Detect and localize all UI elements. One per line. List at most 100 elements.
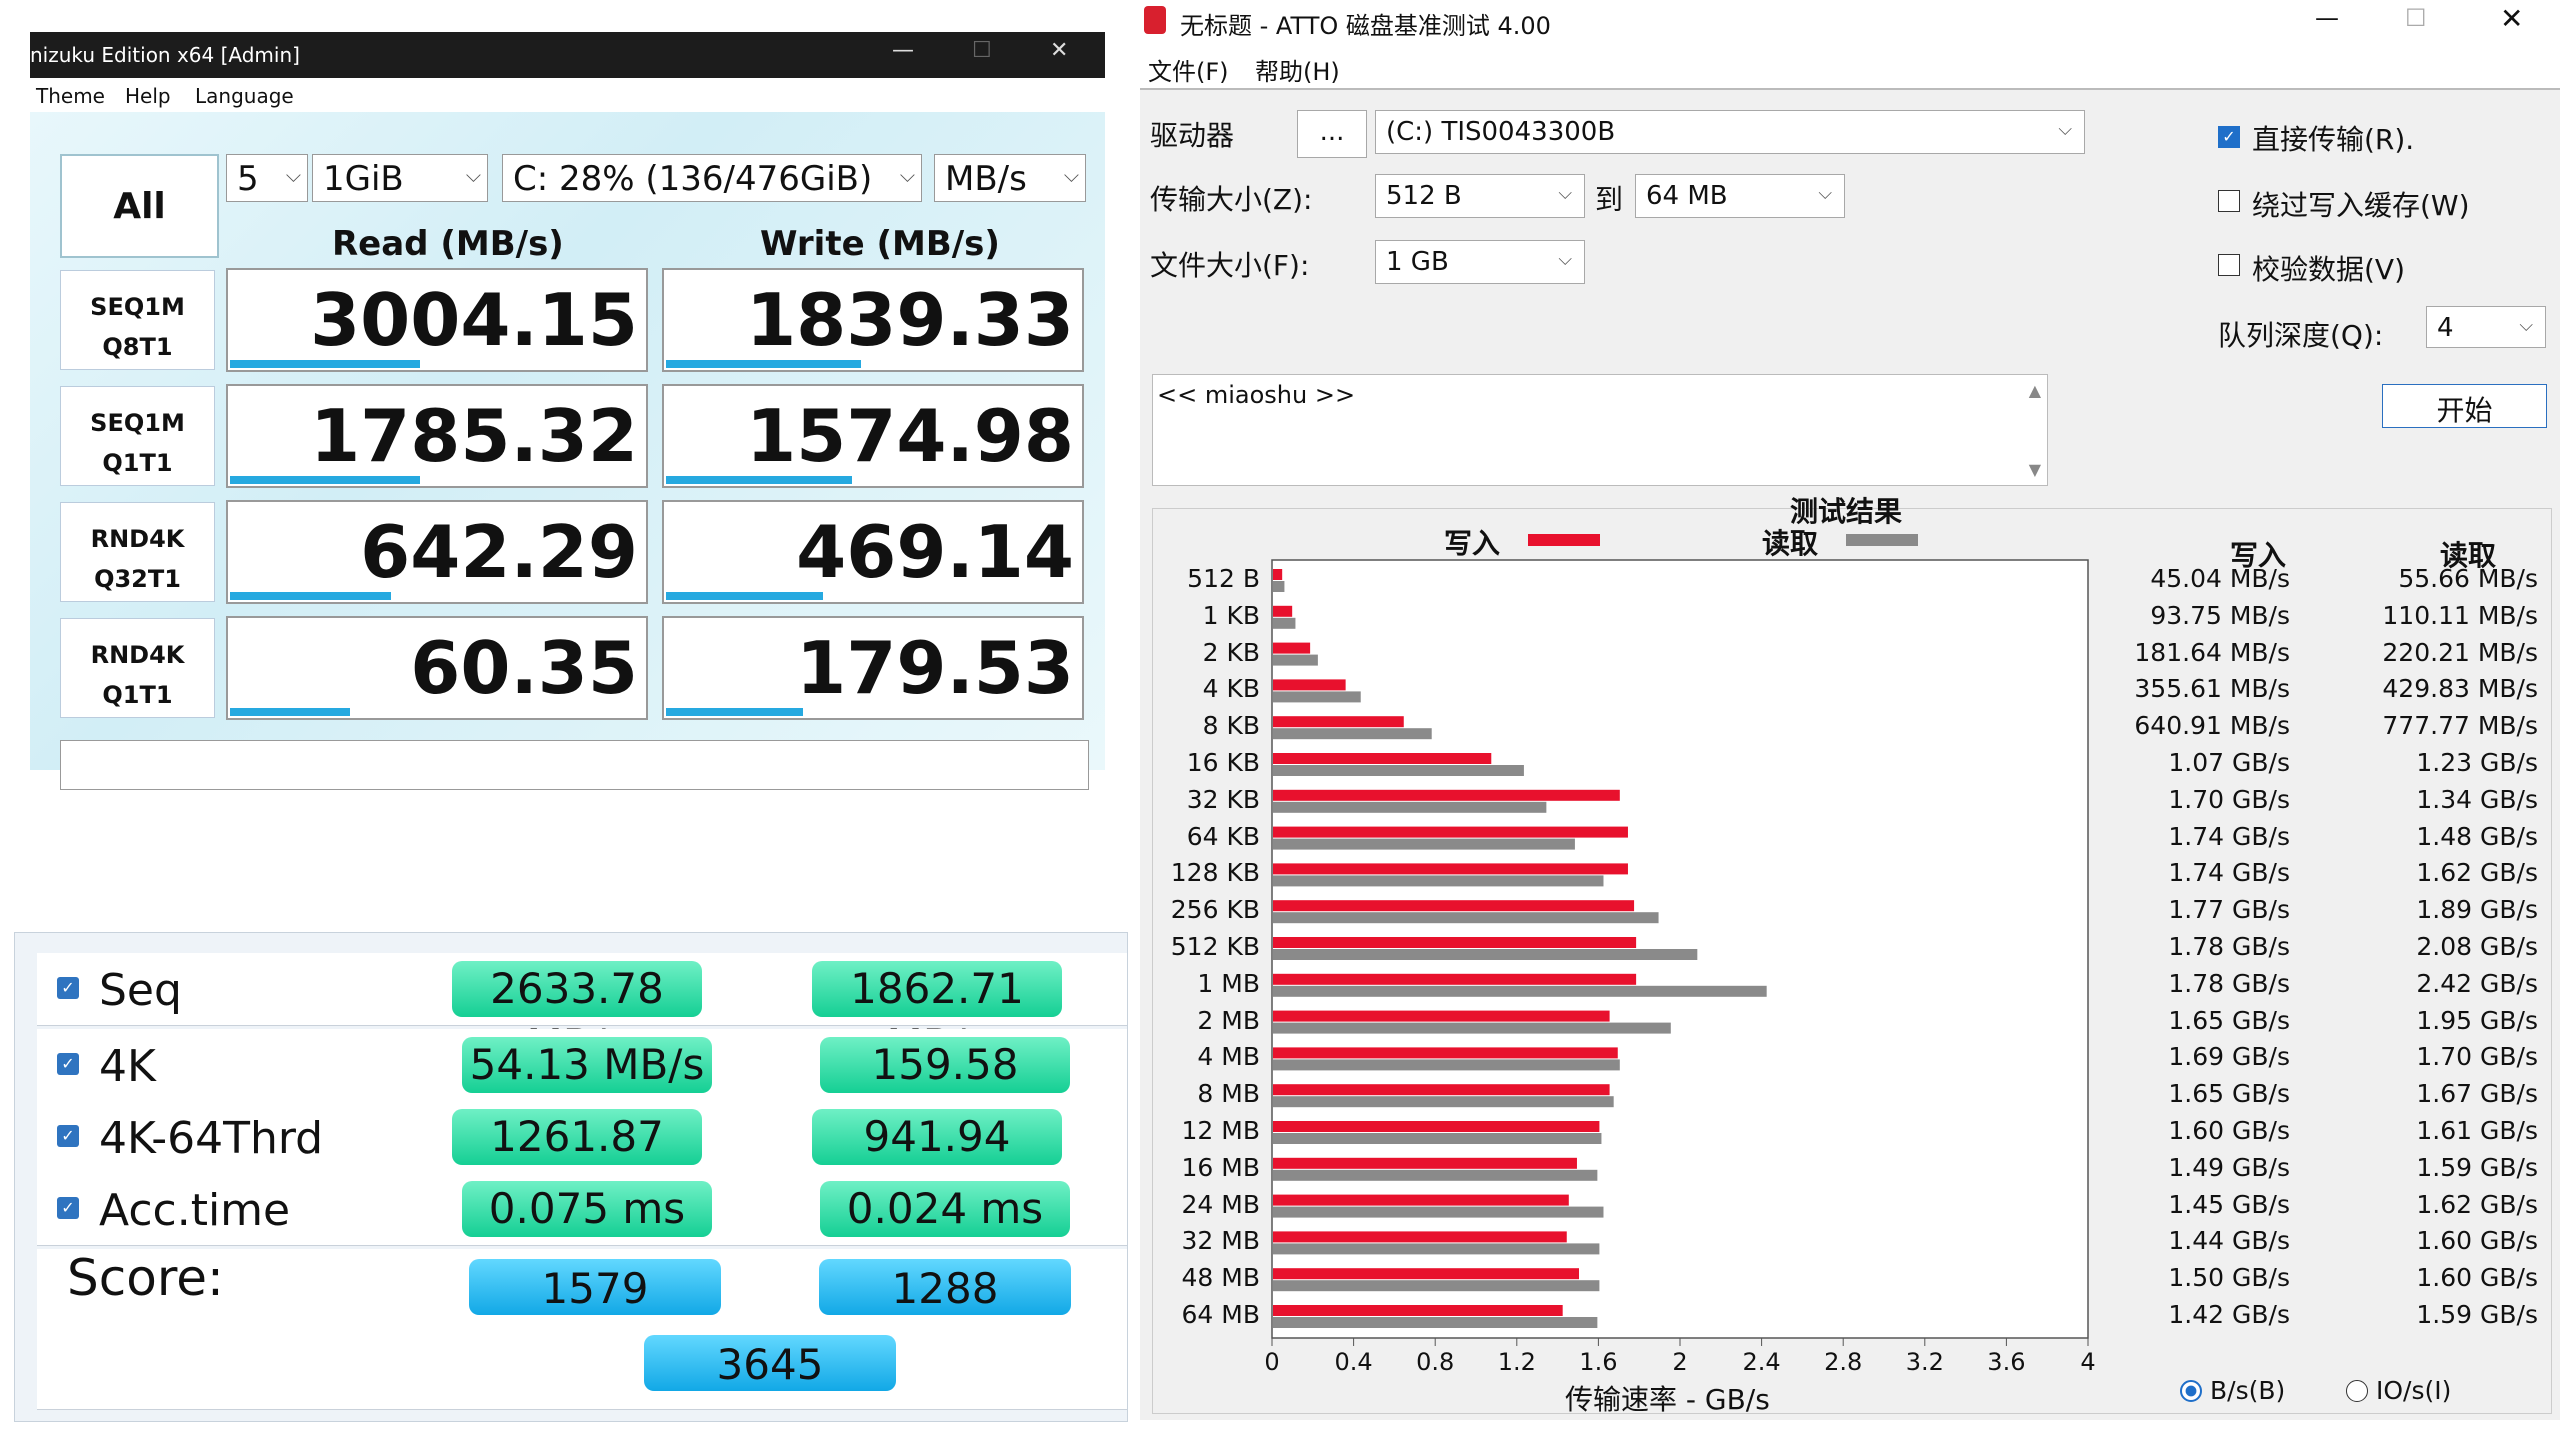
read-rate-value: 777.77 MB/s [2382, 711, 2538, 741]
asssd-row-acc-time: ✓ Acc.time 0.075 ms 0.024 ms [37, 1173, 1127, 1246]
minimize-icon[interactable]: — [892, 38, 914, 63]
chevron-down-icon: ⌵ [899, 163, 915, 187]
description-textarea[interactable]: << miaoshu >> ▲ ▼ [1152, 374, 2048, 486]
row-label: SEQ1M [90, 409, 185, 437]
menu-file[interactable]: 文件(F) [1148, 58, 1229, 86]
test-rnd4k-q32t1-button[interactable]: RND4K Q32T1 [60, 502, 215, 602]
comment-field[interactable] [60, 740, 1089, 790]
asssd-score-row: Score: 1579 1288 3645 [37, 1249, 1127, 1410]
write-bar [666, 708, 803, 716]
file-size-value: 1 GB [1386, 247, 1449, 277]
close-icon[interactable]: ✕ [1050, 38, 1069, 63]
chevron-down-icon: ⌵ [465, 163, 481, 187]
read-bar [1273, 838, 1575, 850]
y-tick-label: 64 MB [1181, 1300, 1260, 1329]
count-select[interactable]: 5 ⌵ [226, 154, 308, 202]
size-select[interactable]: 1GiB ⌵ [312, 154, 488, 202]
drive-select[interactable]: C: 28% (136/476GiB) ⌵ [502, 154, 922, 202]
read-rate-value: 1.89 GB/s [2416, 895, 2538, 925]
read-bar [1273, 1059, 1620, 1071]
read-bar [1273, 728, 1432, 740]
menu-help[interactable]: Help [125, 84, 171, 108]
direct-io-checkbox[interactable]: ✓ [2218, 126, 2240, 148]
write-rate-value: 1.74 GB/s [2168, 858, 2290, 888]
read-rate-value: 1.62 GB/s [2416, 858, 2538, 888]
transfer-from-select[interactable]: 512 B ⌵ [1375, 174, 1585, 218]
write-bar [666, 476, 853, 484]
read-rate-value: 1.95 GB/s [2416, 1005, 2538, 1035]
test-rnd4k-q1t1-button[interactable]: RND4K Q1T1 [60, 618, 215, 718]
x-tick-label: 1.2 [1497, 1348, 1536, 1376]
read-rate-value: 1.70 GB/s [2416, 1042, 2538, 1072]
read-rate-value: 1.23 GB/s [2416, 748, 2538, 777]
cdm-titlebar: nizuku Edition x64 [Admin] — ☐ ✕ [30, 32, 1105, 78]
verify-checkbox[interactable] [2218, 254, 2240, 276]
4k-64thrd-checkbox[interactable]: ✓ [57, 1125, 79, 1147]
minimize-icon[interactable]: — [2315, 4, 2339, 32]
close-icon[interactable]: ✕ [2500, 2, 2524, 35]
write-bar [1273, 716, 1404, 728]
x-axis-label: 传输速率 - GB/s [1565, 1383, 1770, 1416]
y-tick-label: 128 KB [1170, 858, 1260, 888]
io-radio[interactable] [2346, 1380, 2368, 1402]
queue-depth-select[interactable]: 4 ⌵ [2426, 306, 2546, 348]
acc-time-checkbox[interactable]: ✓ [57, 1197, 79, 1219]
write-rate-value: 1.50 GB/s [2168, 1263, 2290, 1293]
read-bar [1273, 765, 1524, 776]
read-rate-value: 1.60 GB/s [2416, 1263, 2538, 1293]
write-bar [1273, 900, 1635, 912]
bs-radio[interactable] [2180, 1380, 2202, 1402]
all-button[interactable]: All [60, 154, 219, 258]
scroll-up-icon[interactable]: ▲ [2028, 381, 2041, 400]
write-rate-value: 640.91 MB/s [2134, 711, 2290, 741]
file-size-select[interactable]: 1 GB ⌵ [1375, 240, 1585, 284]
seq-write-value: 1862.71 MB/s [812, 961, 1062, 1069]
write-rate-value: 355.61 MB/s [2134, 674, 2290, 704]
4k-checkbox[interactable]: ✓ [57, 1053, 79, 1075]
legend-write-swatch [1528, 534, 1600, 546]
write-rate-value: 1.69 GB/s [2168, 1042, 2290, 1072]
read-bar [230, 360, 421, 368]
drive-value: (C:) TIS0043300B [1386, 117, 1616, 147]
write-rate-value: 1.42 GB/s [2168, 1300, 2290, 1329]
write-rate-value: 1.70 GB/s [2168, 784, 2290, 814]
read-value: 3004.15 [310, 278, 638, 362]
y-tick-label: 32 MB [1181, 1226, 1260, 1256]
y-tick-label: 16 MB [1181, 1152, 1260, 1182]
asssd-row-seq: ✓ Seq 2633.78 MB/s 1862.71 MB/s [37, 953, 1127, 1069]
maximize-icon[interactable]: ☐ [2405, 4, 2427, 32]
write-rate-value: 1.77 GB/s [2168, 895, 2290, 925]
queue-depth-label: 队列深度(Q): [2218, 319, 2384, 352]
score-read-value: 1579 [469, 1259, 721, 1315]
start-button[interactable]: 开始 [2382, 384, 2547, 428]
row-label: RND4K [90, 641, 185, 669]
x-tick-label: 2.4 [1742, 1348, 1781, 1376]
seq-checkbox[interactable]: ✓ [57, 977, 79, 999]
menu-theme[interactable]: Theme [36, 84, 105, 108]
browse-button[interactable]: ... [1297, 110, 1367, 158]
test-seq1m-q8t1-button[interactable]: SEQ1M Q8T1 [60, 270, 215, 370]
write-bar [1273, 937, 1637, 948]
read-bar [1273, 581, 1285, 592]
4k-64thrd-write-value: 941.94 MB/s [812, 1109, 1062, 1217]
read-bar [1273, 1280, 1600, 1292]
menu-help[interactable]: 帮助(H) [1255, 58, 1340, 86]
read-bar [1273, 1096, 1614, 1108]
maximize-icon[interactable]: ☐ [972, 38, 992, 63]
scroll-down-icon[interactable]: ▼ [2028, 460, 2041, 479]
write-bar [1273, 1231, 1567, 1243]
bypass-cache-checkbox[interactable] [2218, 190, 2240, 212]
read-bar [1273, 1206, 1604, 1218]
unit-select[interactable]: MB/s ⌵ [934, 154, 1086, 202]
transfer-to-select[interactable]: 64 MB ⌵ [1635, 174, 1845, 218]
drive-select[interactable]: (C:) TIS0043300B ⌵ [1375, 110, 2085, 154]
transfer-size-label: 传输大小(Z): [1150, 183, 1313, 216]
count-value: 5 [237, 159, 259, 199]
menu-language[interactable]: Language [195, 84, 294, 108]
read-rate-value: 1.59 GB/s [2416, 1300, 2538, 1329]
test-seq1m-q1t1-button[interactable]: SEQ1M Q1T1 [60, 386, 215, 486]
y-tick-label: 48 MB [1181, 1263, 1260, 1293]
read-bar [1273, 949, 1698, 960]
read-rate-value: 429.83 MB/s [2382, 674, 2538, 704]
read-rate-value: 2.08 GB/s [2416, 932, 2538, 961]
